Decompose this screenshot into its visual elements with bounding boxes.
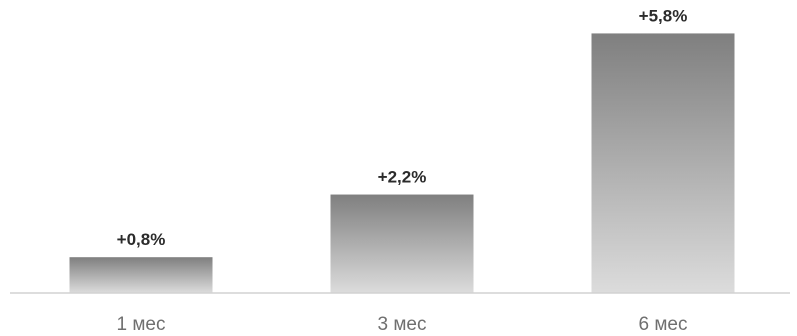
bar-value-label-3: +5,8% [639,6,688,25]
value-labels-group: +0,8% +2,2% +5,8% [117,6,688,249]
x-tick-labels-group: 1 мес 3 мес 6 мес [117,314,688,335]
bar-1 [69,257,213,293]
x-tick-label-2: 3 мес [378,314,427,335]
bars-group [69,33,735,293]
bar-value-label-1: +0,8% [117,230,166,249]
bar-3 [591,33,735,293]
bar-2 [330,194,474,293]
bar-value-label-2: +2,2% [378,168,427,187]
x-tick-label-3: 6 мес [639,314,688,335]
x-tick-label-1: 1 мес [117,314,166,335]
